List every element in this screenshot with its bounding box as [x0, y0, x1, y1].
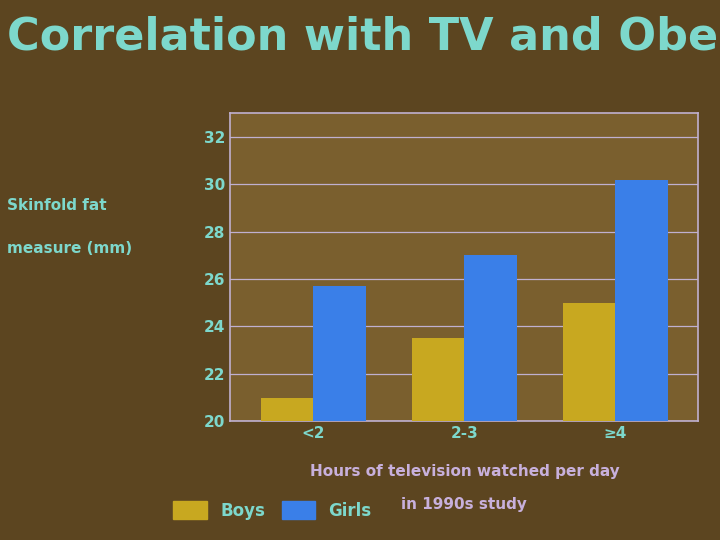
Text: measure (mm): measure (mm)	[7, 241, 132, 256]
Bar	[261, 397, 313, 421]
Text: Correlation with TV and Obesity: Correlation with TV and Obesity	[7, 16, 720, 59]
Bar	[464, 255, 517, 421]
Bar	[313, 286, 366, 421]
Text: Hours of television watched per day: Hours of television watched per day	[310, 464, 619, 480]
Bar	[412, 339, 464, 421]
Text: Skinfold fat: Skinfold fat	[7, 198, 107, 213]
Legend: Boys, Girls: Boys, Girls	[167, 495, 378, 526]
Bar	[616, 180, 668, 421]
Bar	[562, 303, 616, 421]
Text: in 1990s study: in 1990s study	[402, 497, 527, 512]
